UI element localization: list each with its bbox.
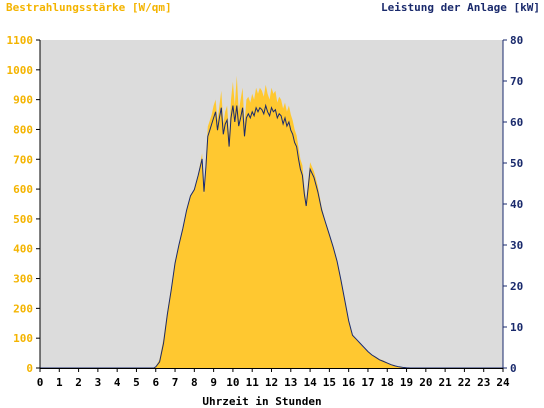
left-tick-label: 1000 (7, 64, 34, 77)
right-tick-label: 20 (510, 280, 523, 293)
left-tick-label: 1100 (7, 34, 34, 47)
right-tick-label: 10 (510, 321, 523, 334)
x-tick-label: 7 (172, 376, 179, 389)
x-tick-label: 3 (95, 376, 102, 389)
right-tick-label: 30 (510, 239, 523, 252)
power-line (40, 103, 503, 369)
right-tick-label: 0 (510, 362, 517, 375)
x-tick-label: 20 (419, 376, 432, 389)
x-tick-label: 18 (381, 376, 394, 389)
x-tick-label: 23 (477, 376, 490, 389)
x-tick-label: 5 (133, 376, 140, 389)
right-tick-label: 50 (510, 157, 523, 170)
x-tick-label: 1 (56, 376, 63, 389)
left-axis-title: Bestrahlungsstärke [W/qm] (6, 1, 172, 14)
x-tick-label: 21 (439, 376, 453, 389)
left-tick-label: 100 (13, 332, 33, 345)
x-tick-label: 22 (458, 376, 471, 389)
x-tick-label: 11 (246, 376, 260, 389)
left-tick-label: 0 (26, 362, 33, 375)
x-tick-label: 14 (303, 376, 317, 389)
left-tick-label: 700 (13, 153, 33, 166)
x-tick-label: 12 (265, 376, 278, 389)
x-tick-label: 16 (342, 376, 356, 389)
x-tick-label: 10 (226, 376, 239, 389)
x-tick-label: 13 (284, 376, 297, 389)
right-axis-ticks: 0 10 20 30 40 50 60 70 80 (503, 34, 523, 375)
right-tick-label: 70 (510, 75, 523, 88)
x-tick-label: 17 (361, 376, 374, 389)
left-axis-ticks: 0 100 200 300 400 500 600 700 800 900 1000 1100 (7, 34, 40, 375)
right-axis-title: Leistung der Anlage [kW] (381, 1, 540, 14)
right-tick-label: 40 (510, 198, 523, 211)
x-tick-label: 0 (37, 376, 44, 389)
left-tick-label: 500 (13, 213, 33, 226)
left-tick-label: 800 (13, 123, 33, 136)
right-tick-label: 80 (510, 34, 523, 47)
left-tick-label: 900 (13, 94, 33, 107)
x-tick-label: 6 (152, 376, 159, 389)
x-tick-label: 19 (400, 376, 413, 389)
left-tick-label: 600 (13, 183, 33, 196)
right-tick-label: 60 (510, 116, 523, 129)
irradiance-layer (40, 75, 503, 369)
left-tick-label: 400 (13, 243, 33, 256)
left-tick-label: 300 (13, 273, 33, 286)
x-tick-label: 24 (496, 376, 510, 389)
x-tick-label: 9 (210, 376, 217, 389)
x-tick-label: 2 (75, 376, 82, 389)
power-layer (40, 103, 503, 369)
x-tick-label: 8 (191, 376, 198, 389)
x-axis-ticks: 0 1 2 3 4 5 6 7 8 9 10 11 12 13 14 15 16 17 18 19 20 21 22 23 24 (37, 368, 510, 389)
x-tick-label: 15 (323, 376, 336, 389)
x-tick-label: 4 (114, 376, 121, 389)
irradiance-area (40, 75, 503, 369)
x-axis-title: Uhrzeit in Stunden (202, 395, 321, 408)
left-tick-label: 200 (13, 302, 33, 315)
